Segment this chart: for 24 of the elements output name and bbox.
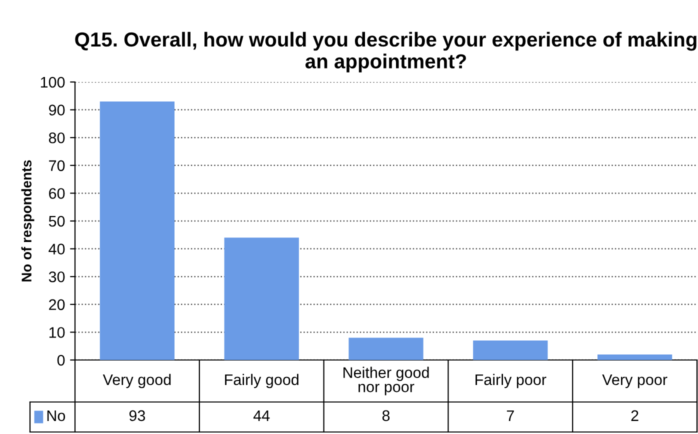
y-tick-label: 20 xyxy=(49,299,65,310)
data-label: 7 xyxy=(506,410,514,421)
y-tick-label: 60 xyxy=(49,188,65,199)
data-label: 44 xyxy=(253,410,270,421)
x-tick-label: Very good xyxy=(102,374,171,388)
legend-label: No xyxy=(47,410,66,422)
y-tick-label: 70 xyxy=(49,160,65,172)
data-label: 2 xyxy=(631,410,638,421)
x-tick-label: Neither good nor poor xyxy=(344,366,429,396)
x-tick-label: Fairly poor xyxy=(476,374,546,388)
y-tick-label: 80 xyxy=(48,132,65,144)
y-tick-label: 50 xyxy=(48,216,65,227)
y-tick-label: 90 xyxy=(49,104,65,116)
data-label: 93 xyxy=(129,410,146,422)
y-tick-label: 100 xyxy=(40,76,65,88)
chart-title: Q15. Overall, how would you describe your experience of making an appointment? xyxy=(75,32,696,72)
y-tick-label: 30 xyxy=(48,271,65,282)
y-tick-label: 0 xyxy=(57,354,65,366)
y-tick-label: 40 xyxy=(48,244,65,254)
x-tick-label: Very poor xyxy=(602,374,668,388)
y-axis-title: No of respondents xyxy=(21,160,34,282)
data-label: 8 xyxy=(382,410,390,422)
x-tick-label: Fairly good xyxy=(225,374,298,388)
y-tick-label: 10 xyxy=(49,327,65,338)
